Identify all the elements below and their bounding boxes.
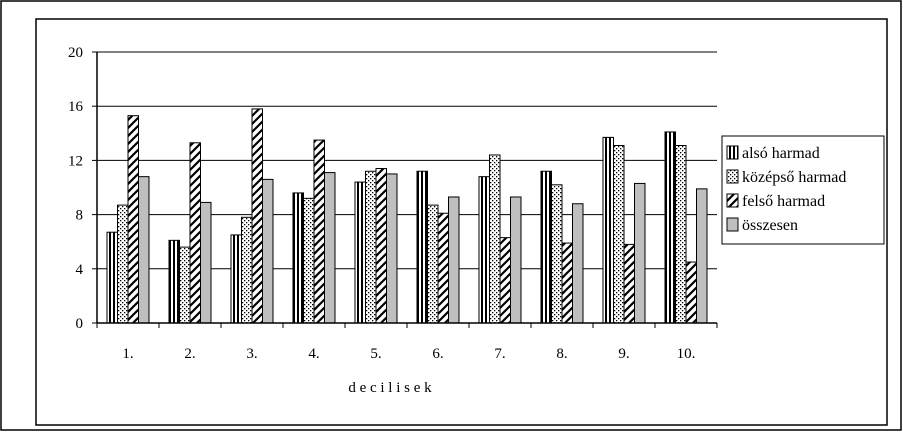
bar bbox=[127, 115, 139, 324]
bar bbox=[324, 172, 336, 324]
bar bbox=[664, 131, 676, 324]
bar bbox=[375, 168, 387, 324]
chart-border bbox=[35, 18, 888, 426]
legend-label: felső harmad bbox=[742, 193, 825, 210]
bar bbox=[448, 196, 460, 324]
bar bbox=[572, 203, 584, 324]
legend-label: összesen bbox=[742, 217, 798, 234]
x-tick-label: 10. bbox=[677, 346, 696, 362]
bar bbox=[437, 212, 449, 324]
axes bbox=[92, 51, 718, 328]
bar bbox=[386, 173, 398, 324]
legend-swatch bbox=[726, 217, 739, 232]
bar bbox=[478, 176, 490, 324]
bar bbox=[251, 108, 263, 324]
bar bbox=[106, 231, 118, 324]
legend-label: középső harmad bbox=[742, 169, 846, 186]
y-tick-label: 20 bbox=[68, 45, 83, 61]
bar bbox=[489, 154, 501, 324]
legend: alsó harmad középső harmad felső harmad öss… bbox=[726, 145, 846, 234]
bar bbox=[241, 216, 253, 324]
bar bbox=[168, 239, 180, 324]
bar bbox=[675, 144, 687, 324]
bar bbox=[230, 234, 242, 324]
bar bbox=[510, 196, 522, 324]
bar bbox=[117, 204, 129, 324]
x-tick-label: 7. bbox=[494, 346, 505, 362]
x-tick-label: 6. bbox=[432, 346, 443, 362]
bar bbox=[365, 170, 377, 324]
bars bbox=[106, 108, 708, 324]
bar bbox=[613, 144, 625, 324]
bar bbox=[685, 261, 697, 324]
bar bbox=[696, 188, 708, 324]
x-tick-label: 3. bbox=[246, 346, 257, 362]
bar bbox=[179, 246, 191, 324]
bar bbox=[292, 192, 304, 324]
legend-swatch bbox=[726, 193, 739, 208]
bar bbox=[354, 181, 366, 324]
legend-box bbox=[721, 135, 885, 245]
bar bbox=[416, 170, 428, 324]
x-tick-label: 5. bbox=[370, 346, 381, 362]
bar bbox=[540, 170, 552, 324]
bar bbox=[189, 142, 201, 324]
bar bbox=[602, 136, 614, 324]
bar bbox=[499, 237, 511, 324]
bar bbox=[138, 176, 150, 324]
bar bbox=[262, 178, 274, 324]
bar bbox=[200, 201, 212, 324]
y-tick-label: 4 bbox=[76, 262, 84, 278]
bar bbox=[551, 184, 563, 324]
bar bbox=[427, 204, 439, 324]
legend-label: alsó harmad bbox=[742, 145, 820, 162]
x-tick-label: 9. bbox=[618, 346, 629, 362]
bar bbox=[303, 197, 315, 324]
legend-swatch bbox=[726, 145, 739, 160]
bar bbox=[313, 139, 325, 324]
legend-swatch bbox=[726, 169, 739, 184]
bar bbox=[561, 242, 573, 324]
y-tick-labels: 0 4 8 12 16 20 bbox=[68, 45, 84, 332]
y-tick-label: 0 bbox=[76, 316, 84, 332]
bar bbox=[634, 182, 646, 324]
x-tick-label: 2. bbox=[184, 346, 195, 362]
x-axis-title: d e c i l i s e k bbox=[348, 380, 432, 396]
x-tick-label: 8. bbox=[556, 346, 567, 362]
y-tick-label: 16 bbox=[68, 99, 84, 115]
bar bbox=[623, 243, 635, 324]
x-tick-labels: 1. 2. 3. 4. 5. 6. 7. 8. 9. 10. bbox=[122, 346, 695, 362]
x-tick-label: 1. bbox=[122, 346, 133, 362]
y-tick-label: 8 bbox=[76, 208, 84, 224]
y-tick-label: 12 bbox=[68, 153, 83, 169]
x-tick-label: 4. bbox=[308, 346, 319, 362]
